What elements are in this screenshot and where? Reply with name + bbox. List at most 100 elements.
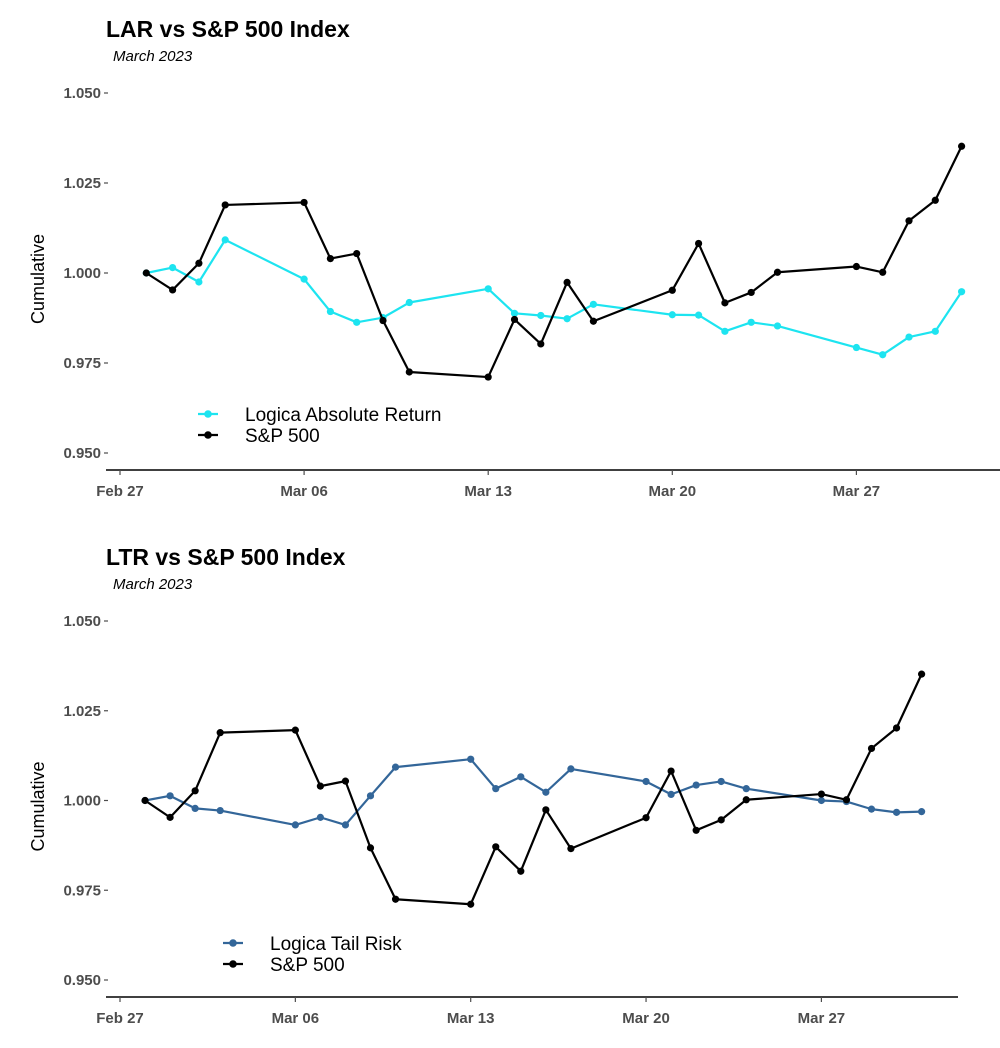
data-point bbox=[563, 315, 571, 323]
y-tick-label: 1.000 bbox=[63, 265, 101, 282]
data-point bbox=[918, 670, 926, 678]
chart-title: LTR vs S&P 500 Index bbox=[106, 544, 346, 570]
data-point bbox=[852, 262, 861, 271]
y-axis-label: Cumulative bbox=[28, 761, 48, 851]
y-tick-label: 0.975 bbox=[63, 882, 101, 899]
data-point bbox=[867, 805, 876, 813]
data-point bbox=[667, 790, 675, 798]
data-point bbox=[391, 763, 400, 771]
data-point bbox=[492, 785, 500, 793]
data-point bbox=[542, 806, 550, 814]
data-point bbox=[291, 726, 299, 734]
data-point bbox=[958, 288, 966, 296]
legend-key-dot bbox=[204, 431, 212, 439]
data-point bbox=[667, 767, 675, 775]
series-line-sp500 bbox=[145, 145, 963, 379]
data-point bbox=[747, 318, 755, 326]
data-point bbox=[692, 826, 700, 834]
data-point bbox=[291, 821, 299, 829]
data-point bbox=[316, 782, 324, 790]
x-tick-label: Feb 27 bbox=[96, 1010, 144, 1027]
x-tick-label: Feb 27 bbox=[96, 483, 144, 500]
data-point bbox=[195, 278, 203, 286]
data-point bbox=[692, 781, 700, 789]
data-point bbox=[221, 236, 229, 244]
data-point bbox=[668, 286, 676, 294]
data-point bbox=[642, 777, 650, 786]
data-point bbox=[216, 729, 224, 737]
data-point bbox=[918, 808, 926, 816]
data-point bbox=[191, 804, 199, 812]
data-point bbox=[817, 790, 826, 798]
legend-key-dot bbox=[204, 410, 212, 418]
data-point bbox=[510, 315, 519, 324]
data-point bbox=[467, 900, 475, 908]
data-point bbox=[567, 845, 575, 853]
x-tick-label: Mar 27 bbox=[833, 483, 881, 500]
data-point bbox=[353, 318, 361, 326]
data-point bbox=[668, 311, 676, 319]
data-point bbox=[563, 278, 571, 286]
x-tick-label: Mar 13 bbox=[464, 483, 512, 500]
x-tick-label: Mar 20 bbox=[649, 483, 697, 500]
x-tick-label: Mar 13 bbox=[447, 1010, 495, 1027]
data-point bbox=[537, 340, 545, 348]
series-line-sp500 bbox=[144, 673, 923, 906]
data-point bbox=[316, 813, 324, 821]
data-point bbox=[931, 196, 939, 204]
data-point bbox=[366, 792, 375, 800]
y-tick-label: 1.025 bbox=[63, 703, 101, 720]
data-point bbox=[879, 268, 887, 276]
data-point bbox=[300, 198, 308, 207]
data-point bbox=[879, 351, 887, 359]
data-point bbox=[852, 343, 861, 352]
data-point bbox=[742, 785, 750, 793]
data-point bbox=[300, 275, 308, 283]
data-point bbox=[892, 808, 901, 816]
data-point bbox=[166, 813, 174, 821]
data-point bbox=[717, 777, 725, 786]
data-point bbox=[391, 895, 400, 903]
data-point bbox=[492, 843, 500, 851]
data-point bbox=[142, 269, 150, 277]
data-point bbox=[141, 796, 149, 805]
data-point bbox=[195, 259, 203, 267]
legend-label: S&P 500 bbox=[270, 955, 345, 976]
data-point bbox=[191, 787, 199, 795]
y-tick-label: 0.950 bbox=[63, 972, 101, 989]
data-point bbox=[567, 765, 575, 773]
data-point bbox=[326, 255, 334, 263]
data-point bbox=[817, 796, 826, 805]
data-point bbox=[589, 300, 598, 308]
data-point bbox=[221, 201, 229, 209]
legend-key-dot bbox=[229, 939, 237, 947]
data-point bbox=[931, 327, 939, 335]
data-point bbox=[341, 821, 350, 829]
x-tick-label: Mar 06 bbox=[272, 1010, 320, 1027]
data-point bbox=[169, 286, 177, 294]
series-line-fund bbox=[144, 758, 922, 827]
data-point bbox=[510, 309, 519, 317]
ltr-chart-plot: Cumulative 0.950 0.975 1.000 1.025 1.050 Feb 2… bbox=[28, 613, 958, 1027]
data-point bbox=[379, 316, 387, 325]
chart-subtitle: March 2023 bbox=[113, 576, 193, 593]
data-point bbox=[216, 806, 224, 815]
data-point bbox=[747, 288, 755, 297]
data-point bbox=[958, 142, 966, 150]
x-tick-label: Mar 06 bbox=[280, 483, 328, 500]
data-point bbox=[326, 307, 334, 316]
data-point bbox=[405, 298, 413, 307]
data-point bbox=[484, 285, 492, 293]
data-point bbox=[905, 217, 913, 225]
legend-key-dot bbox=[229, 960, 237, 968]
data-point bbox=[892, 724, 901, 732]
data-point bbox=[642, 814, 650, 822]
y-tick-label: 0.975 bbox=[63, 355, 101, 372]
data-point bbox=[695, 239, 703, 248]
data-point bbox=[717, 816, 725, 824]
data-point bbox=[589, 317, 598, 325]
data-point bbox=[905, 333, 913, 341]
data-point bbox=[517, 867, 525, 875]
lar-chart-plot: Cumulative 0.950 0.975 1.000 1.025 1.050 Feb 2… bbox=[28, 85, 1000, 500]
data-point bbox=[366, 844, 375, 852]
